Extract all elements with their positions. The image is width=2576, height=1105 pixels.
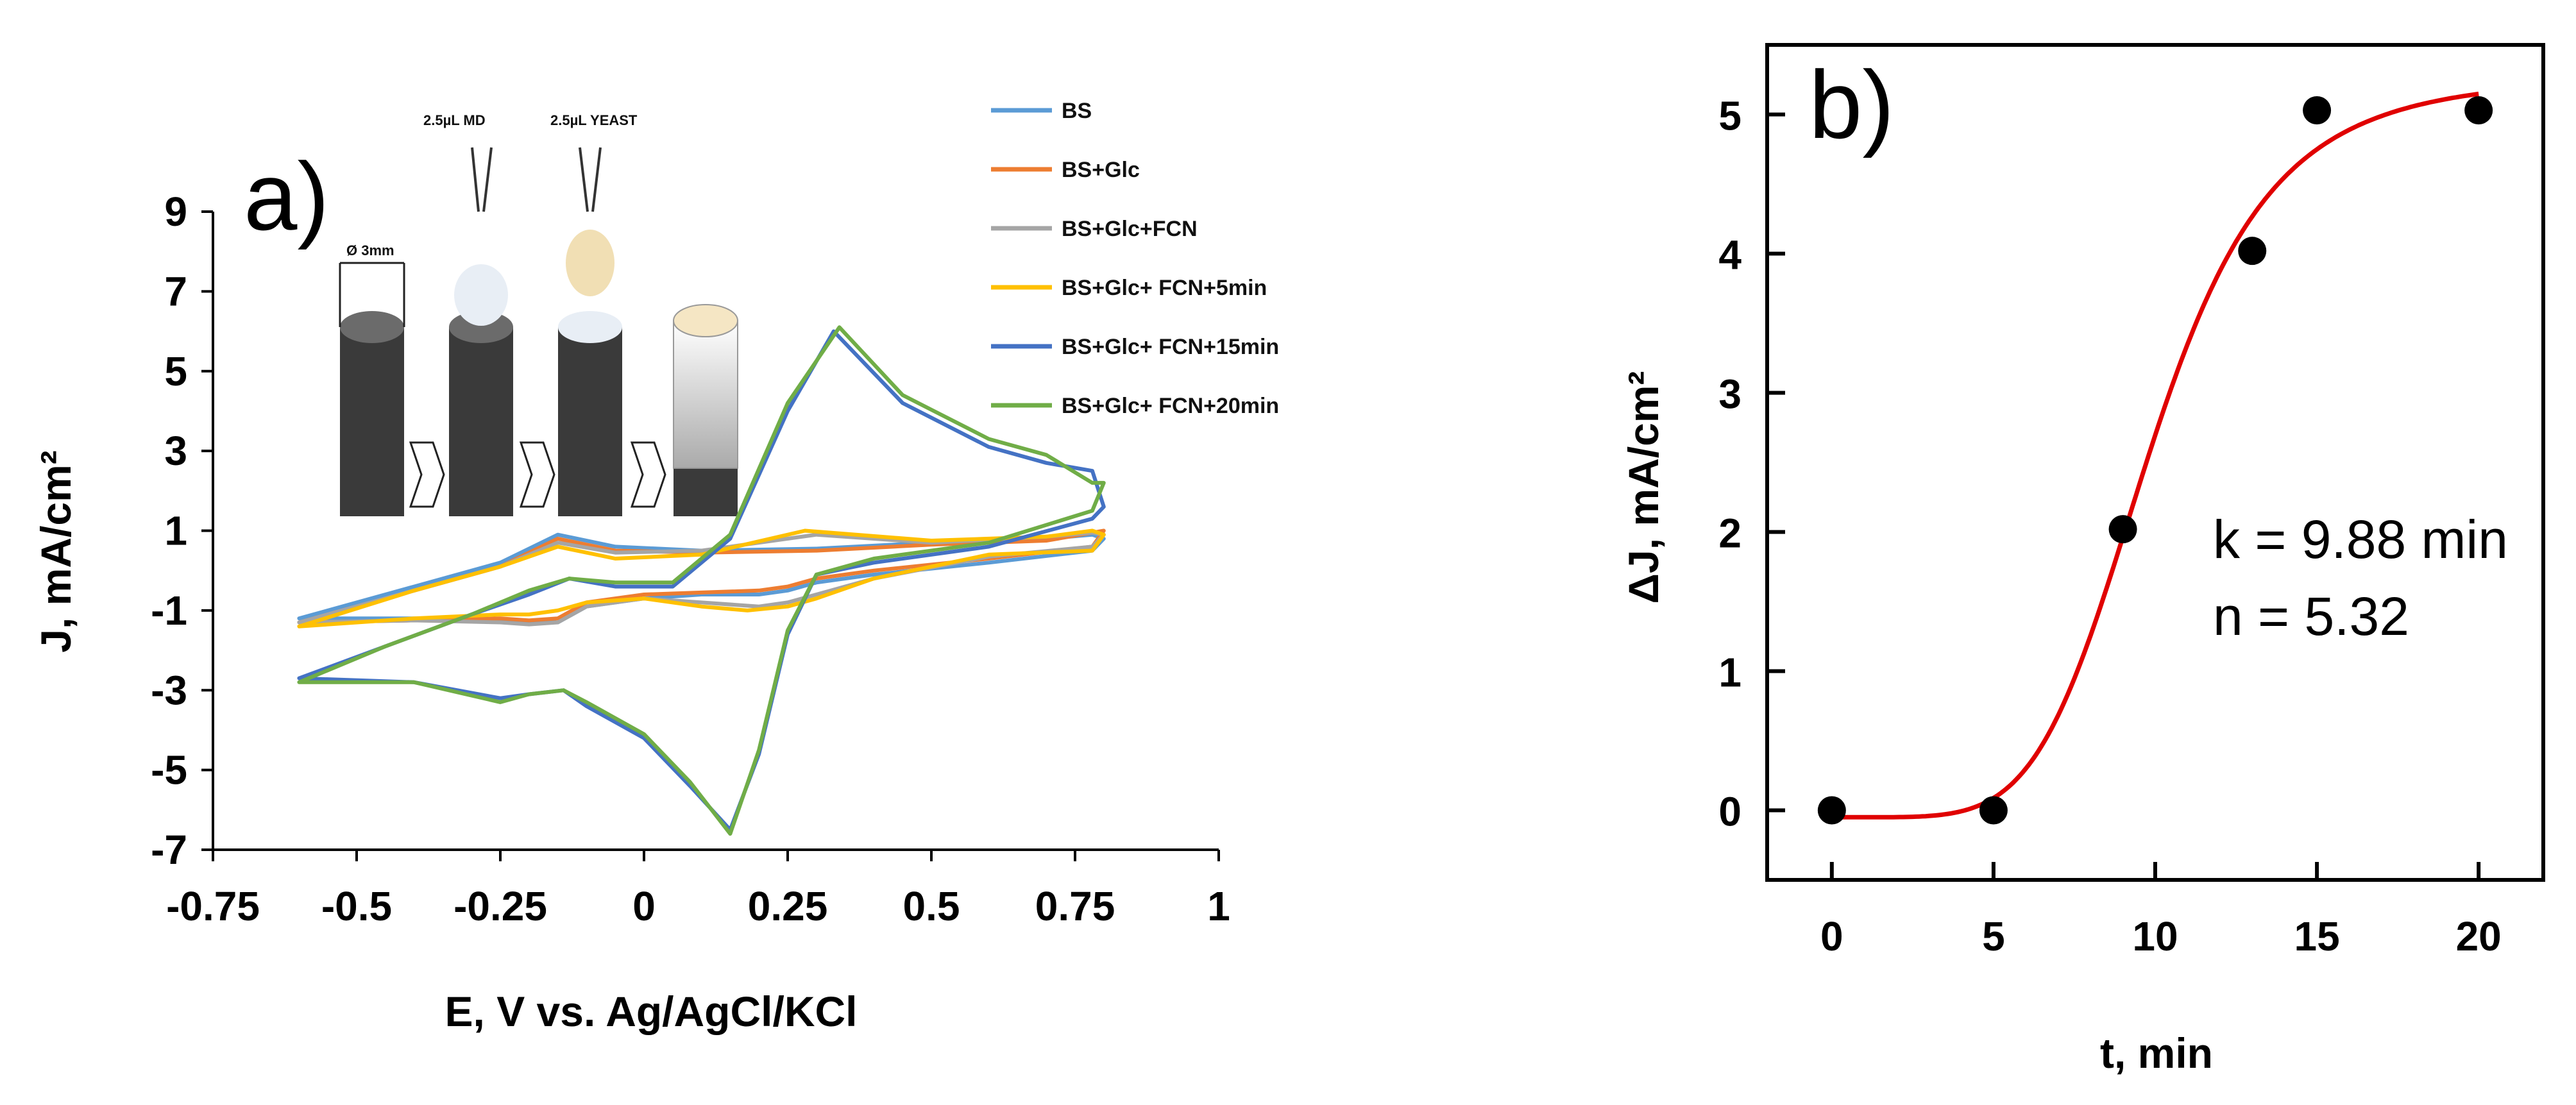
panel-a-x-tick-label: -0.5	[321, 883, 392, 929]
panel-b-x-tick-label: 5	[1982, 913, 2005, 959]
panel-a-x-tick-label: 0	[632, 883, 656, 929]
panel-b-fit	[1831, 91, 2479, 820]
panel-b-label: b)	[1809, 51, 1894, 158]
panel-a-y-ticks: 9 7 5 3 1 -1 -3 -5 -7	[151, 189, 213, 873]
series-bs-glc-line	[297, 528, 1106, 625]
panel-b-x-tick-label: 15	[2294, 913, 2339, 959]
legend-label-bs-glc-fcn-5min: BS+Glc+ FCN+5min	[1062, 276, 1267, 300]
panel-a-y-tick-label: -7	[151, 827, 187, 873]
panel-b-x-tick-label: 10	[2132, 913, 2178, 959]
panel-a-y-tick-label: 1	[164, 508, 187, 554]
panel-a-x-ticks: -0.75 -0.5 -0.25 0 0.25 0.5 0.75 1	[166, 850, 1230, 929]
series-bs-glc-fcn-5min-line	[297, 528, 1106, 628]
panel-b-y-tick-label: 0	[1718, 789, 1741, 835]
panel-a-y-tick-label: -3	[151, 667, 187, 713]
fit-k-annotation: k = 9.88 min	[2213, 509, 2508, 569]
data-point	[2108, 515, 2137, 544]
panel-a-x-tick-label: 1	[1207, 883, 1230, 929]
panel-b-y-ticks: 0 1 2 3 4 5	[1718, 93, 1785, 835]
hill-fit-curve	[1831, 91, 2479, 820]
panel-b: b) 0 1 2 3 4 5 0 5 10 15 20 k = 9.88 min n = 5.32…	[1620, 43, 2545, 1077]
electrode-inset: Ø 3mm 2.5µL MD 2.5µL YEAST	[339, 112, 738, 516]
panel-b-y-tick-label: 4	[1718, 232, 1741, 278]
inset-diameter-label: Ø 3mm	[346, 242, 394, 258]
panel-b-y-tick-label: 3	[1718, 371, 1741, 418]
panel-a-x-tick-label: 0.5	[903, 883, 960, 929]
fit-n-annotation: n = 5.32	[2213, 586, 2409, 646]
legend-label-bs: BS	[1062, 99, 1092, 123]
panel-b-y-tick-label: 1	[1718, 650, 1741, 696]
inset-md-label: 2.5µL MD	[423, 112, 486, 128]
legend-label-bs-glc-fcn: BS+Glc+FCN	[1062, 217, 1198, 241]
panel-a: Ø 3mm 2.5µL MD 2.5µL YEAST	[32, 99, 1279, 1035]
panel-b-points	[1817, 96, 2493, 825]
series-bs-glc-fcn-20min-line	[297, 325, 1106, 836]
panel-a-x-tick-label: -0.75	[166, 883, 260, 929]
panel-a-series	[297, 325, 1106, 836]
series-bs-glc-fcn-line	[297, 530, 1106, 627]
legend-label-bs-glc-fcn-20min: BS+Glc+ FCN+20min	[1062, 394, 1279, 418]
panel-b-frame	[1765, 43, 2545, 882]
panel-a-x-tick-label: 0.25	[748, 883, 828, 929]
legend-label-bs-glc-fcn-15min: BS+Glc+ FCN+15min	[1062, 335, 1279, 359]
panel-a-y-tick-label: -5	[151, 747, 187, 793]
panel-b-x-axis-title: t, min	[2100, 1029, 2213, 1077]
legend-label-bs-glc: BS+Glc	[1062, 158, 1140, 182]
panel-b-x-tick-label: 0	[1820, 913, 1843, 959]
panel-b-x-tick-label: 20	[2456, 913, 2502, 959]
data-point	[1817, 796, 1846, 825]
inset-yeast-label: 2.5µL YEAST	[550, 112, 638, 128]
panel-a-x-axis-title: E, V vs. Ag/AgCl/KCl	[445, 988, 858, 1035]
data-point	[1979, 796, 2008, 825]
panel-a-x-tick-label: 0.75	[1035, 883, 1115, 929]
panel-a-label: a)	[244, 142, 329, 250]
panel-a-legend: BS BS+Glc BS+Glc+FCN BS+Glc+ FCN+5min BS+Glc…	[991, 99, 1279, 418]
series-bs-glc-fcn-15min-line	[297, 329, 1106, 832]
panel-b-y-tick-label: 2	[1718, 510, 1741, 557]
panel-b-y-axis-title: ΔJ, mA/cm²	[1620, 371, 1667, 604]
data-point	[2303, 96, 2332, 124]
data-point	[2464, 96, 2493, 124]
panel-b-x-ticks: 0 5 10 15 20	[1820, 862, 2502, 959]
panel-a-y-tick-label: 3	[164, 428, 187, 474]
panel-a-y-tick-label: 7	[164, 268, 187, 314]
data-point	[2238, 237, 2267, 266]
panel-a-y-tick-label: 5	[164, 348, 187, 394]
panel-b-y-tick-label: 5	[1718, 93, 1741, 139]
panel-a-y-axis-title: J, mA/cm²	[32, 450, 80, 652]
panel-a-x-tick-label: -0.25	[453, 883, 547, 929]
panel-a-y-tick-label: 9	[164, 189, 187, 235]
panel-a-y-tick-label: -1	[151, 587, 187, 634]
